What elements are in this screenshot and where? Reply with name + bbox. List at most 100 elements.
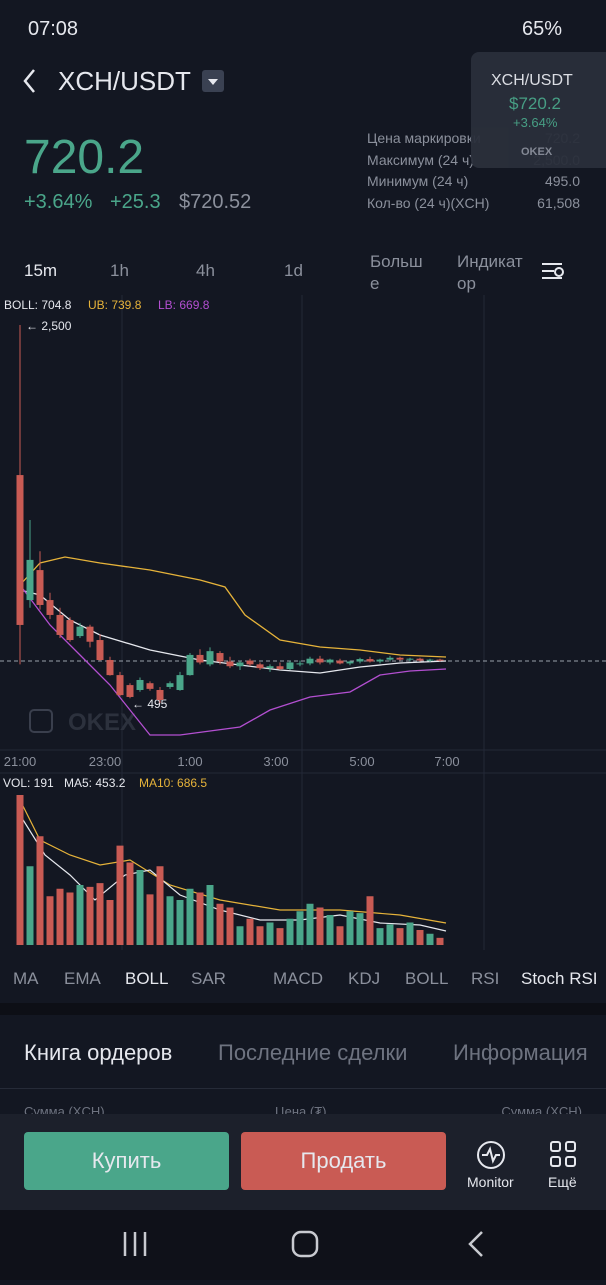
pair-dropdown[interactable] [202,70,224,92]
change-pct: +3.64% [24,191,93,213]
candle-body [196,654,204,663]
timeframe-tab[interactable]: 1d [284,261,303,280]
separator [0,1088,606,1089]
stat-value: 61,508 [537,194,580,211]
book-tab[interactable]: Информация [453,1040,588,1065]
volume-bar [46,896,54,945]
candle-body [336,660,344,664]
volume-bar [436,937,444,945]
candle-body [376,659,384,662]
more-icon[interactable] [549,1140,577,1168]
candle-body [296,663,304,665]
action-bar: Купить Продать Monitor Ещё [0,1114,606,1210]
indicator-tab[interactable]: KDJ [348,969,381,988]
volume-bar [356,913,364,945]
high-label: ← 2,500 [26,319,72,333]
time-label: 1:00 [177,754,202,769]
volume-bar [366,896,374,945]
candle-body [416,658,424,661]
time-label: 5:00 [349,754,374,769]
indicator-tab[interactable]: BOLL [405,969,449,988]
candle-body [426,659,434,661]
pair[interactable]: XCH/USDT [58,66,191,96]
timeframe-tab[interactable]: Больше [370,252,423,293]
change: +25.3 [110,191,161,213]
indicator-tab[interactable]: EMA [64,969,101,988]
indicator-tab[interactable]: MACD [273,969,324,988]
volume-bar [346,911,354,945]
sell-button[interactable]: Продать [241,1132,446,1190]
candle-body [216,653,224,662]
candle-body [326,659,334,663]
volume-bar [126,862,134,945]
timeframe-tab[interactable]: 1h [110,261,129,280]
candle-body [76,626,84,637]
volume-bar [166,896,174,945]
low-label: ← 495 [132,697,168,711]
book-tab[interactable]: Книга ордеров [24,1040,173,1065]
volume-bar [276,928,284,945]
indicator-tab[interactable]: SAR [191,969,226,988]
vol-label: VOL: 191 [3,776,54,790]
volume-bar [116,845,124,945]
volume-bar [406,922,414,945]
timeframe-tab[interactable]: Индикатор [457,252,523,293]
volume-bar [36,836,44,945]
candle-body [126,685,134,697]
candle-body [306,658,314,664]
candle-body [176,675,184,690]
volume-bar [56,888,64,945]
watermark-logo [29,709,53,733]
volume-bar [326,915,334,945]
volume-bar [296,911,304,945]
candle-body [276,666,284,670]
indicator-tab[interactable]: RSI [471,969,500,988]
ub-line [19,556,447,658]
ub-label: UB: 739.8 [88,298,142,312]
candle-body [56,614,64,635]
monitor[interactable]: Monitor [467,1174,514,1190]
volume-bar [336,926,344,945]
indicator-tab[interactable]: BOLL [125,969,169,988]
usd-price: $720.52 [179,191,252,213]
candle-body [106,660,114,676]
time-label: 7:00 [434,754,459,769]
volume-bar [376,928,384,945]
candle-body [316,658,324,663]
volume-bar [246,918,254,945]
last-price: 720.2 [24,131,145,184]
candle-body [356,659,364,662]
watermark: OKEX [68,709,136,736]
candle-body [266,666,274,669]
settings[interactable] [540,260,566,282]
back[interactable] [20,66,40,96]
candle-body [246,660,254,665]
timeframe-tab[interactable]: 4h [196,261,215,280]
boll-label: BOLL: 704.8 [4,298,72,312]
candle-body [66,620,74,641]
monitor-icon[interactable] [476,1140,506,1170]
volume-bar [76,885,84,945]
stat-label: Минимум (24 ч) [367,173,469,189]
indicator-tab[interactable]: Stoch RSI [521,969,598,988]
timeframe-tab[interactable]: 15m [24,261,58,280]
volume-bar [256,926,264,945]
candle-body [146,683,154,689]
buy-button[interactable]: Купить [24,1132,229,1190]
candle-body [166,683,174,687]
chart: BOLL: 704.8 UB: 739.8 LB: 669.8 ← 2,500 … [0,295,606,950]
time-label: 3:00 [263,754,288,769]
float-window[interactable]: XCH/USDT $720.2 +3.64% OKEX [471,52,606,168]
volume-bar [176,900,184,945]
candle-body [116,675,124,696]
more[interactable]: Ещё [548,1174,577,1190]
nav-bar [0,1210,606,1280]
book-tab[interactable]: Последние сделки [218,1040,408,1065]
volume-bar [196,892,204,945]
stat-label: Кол-во (24 ч)(XCH) [367,194,490,211]
candle-body [436,659,444,661]
volume-bar [26,866,34,945]
candle-body [286,662,294,670]
indicator-tab[interactable]: MA [13,969,39,988]
